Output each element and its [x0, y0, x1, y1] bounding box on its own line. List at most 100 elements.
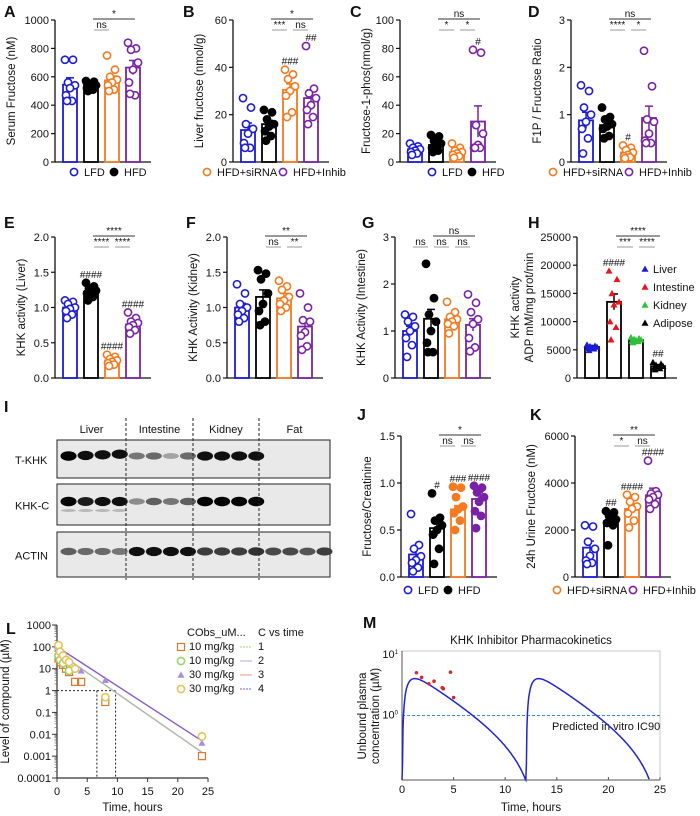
y-axis-label: KHK activity (Liver): [16, 258, 28, 356]
data-point: [468, 45, 478, 55]
data-point: [259, 105, 269, 115]
panel-letter: A: [4, 4, 16, 21]
legend-marker-hfd-inhib: [628, 585, 638, 595]
blot-band: [248, 547, 265, 556]
data-point: [283, 74, 293, 84]
data-point: [406, 509, 416, 519]
legend-label: HFD+Inhib: [293, 167, 346, 179]
x-tick-label: 15: [551, 784, 563, 796]
y-axis-label-line2: ADP mM/mg prot/min: [524, 253, 536, 363]
significance-label: ***: [274, 20, 286, 31]
blot-band: [162, 498, 179, 505]
data-point: [282, 112, 292, 122]
y-tick-label: 40: [382, 100, 394, 112]
data-point: [400, 310, 410, 319]
data-point: [629, 338, 637, 346]
significance-label: ns: [295, 20, 306, 31]
data-point: [426, 326, 436, 336]
panel-letter: L: [6, 621, 16, 638]
legend-marker-intestine: [641, 283, 649, 290]
x-tick-label: 5: [84, 786, 90, 798]
data-point: [240, 143, 250, 153]
significance-label: *: [466, 20, 470, 31]
data-point: [625, 497, 635, 507]
y-tick-label: 3: [383, 232, 389, 244]
legend-label: HFD+siRNA: [217, 167, 278, 179]
bar-hfd: [83, 83, 99, 163]
data-point: [254, 306, 264, 316]
data-point: [263, 288, 273, 298]
bar-kidney: [628, 339, 644, 379]
data-point: [606, 318, 614, 325]
panel-letter: B: [183, 4, 195, 21]
blot-band: [94, 496, 111, 507]
panel-l: L 0.0001 0.001 0.01 0.1 1 10 100 1000 0 5 10 15 20 25 L…: [0, 620, 304, 814]
significance-label: ns: [463, 436, 474, 447]
blot-band: [214, 547, 231, 556]
y-tick-label: 0.1: [36, 707, 51, 719]
significance-label: *: [637, 20, 641, 31]
y-tick-label: 0: [559, 157, 565, 169]
y-tick-label: 100: [376, 15, 394, 27]
data-point: [198, 739, 206, 746]
data-point: [401, 333, 411, 343]
significance-label: **: [630, 425, 638, 436]
blot-band: [231, 451, 248, 461]
data-point: [620, 153, 630, 163]
blot-band: [60, 496, 77, 507]
significance-hash: #: [475, 37, 481, 48]
y-tick-label: 6000: [545, 431, 569, 443]
legend-marker-hfd: [109, 167, 119, 177]
data-point: [644, 129, 654, 138]
data-point: [125, 329, 135, 338]
data-point: [476, 48, 486, 58]
data-point: [308, 112, 318, 122]
bar-hfd-sirna: [282, 88, 298, 163]
blot-row-label: KHK-C: [15, 501, 49, 513]
pk-curve: [401, 677, 650, 783]
data-point: [449, 508, 459, 518]
legend-line-label: 3: [258, 669, 264, 681]
data-point: [456, 483, 466, 493]
data-point: [579, 103, 589, 112]
y-tick-label: 100: [382, 710, 398, 722]
data-point: [311, 93, 321, 103]
legend-marker-hfd: [467, 167, 477, 177]
blot-band: [128, 452, 145, 460]
data-point: [468, 319, 478, 329]
data-point: [590, 345, 598, 352]
legend-label: 10 mg/kg: [189, 655, 234, 667]
data-point: [409, 544, 419, 554]
data-point: [77, 677, 86, 686]
observed-point: [414, 670, 419, 675]
data-point: [303, 119, 313, 129]
panel-letter: C: [350, 4, 362, 21]
legend-marker-lfd: [403, 585, 413, 595]
y-tick-label: 0.0: [206, 373, 221, 385]
data-point: [128, 65, 138, 75]
blot-band: [179, 546, 196, 557]
significance-hash: ####: [122, 299, 145, 310]
data-point: [64, 657, 74, 667]
data-point: [83, 296, 93, 305]
data-point: [474, 497, 484, 507]
data-point: [471, 298, 481, 308]
significance-label: ns: [637, 436, 648, 447]
data-point: [610, 301, 618, 308]
x-axis-label: Time, hours: [102, 802, 163, 814]
data-point: [427, 488, 437, 498]
y-tick-label: 3: [559, 15, 565, 27]
legend-marker-kidney: [641, 301, 649, 308]
data-point: [104, 86, 114, 96]
significance-hash: ####: [621, 482, 644, 493]
data-point: [651, 366, 659, 373]
y-tick-label: 80: [382, 43, 394, 55]
y-tick-label: 0: [563, 572, 569, 584]
significance-hash: ####: [101, 342, 124, 353]
data-point: [598, 124, 608, 134]
data-point: [421, 259, 431, 269]
significance-label: ****: [115, 237, 131, 248]
